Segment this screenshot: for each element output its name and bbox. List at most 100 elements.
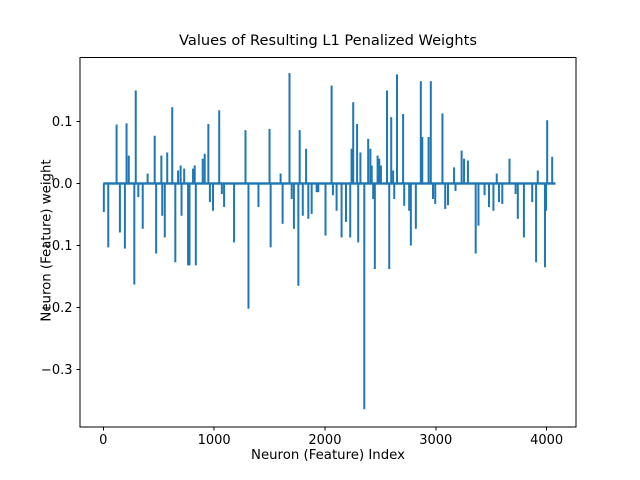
bar (268, 128, 271, 184)
bar (305, 148, 308, 184)
bar (386, 90, 389, 184)
bar (315, 183, 318, 193)
bar (317, 183, 320, 193)
bar (163, 183, 166, 238)
bar (171, 107, 174, 184)
bar (369, 148, 372, 184)
bar (352, 102, 355, 184)
bar (180, 183, 183, 216)
bar (201, 158, 204, 184)
bar (535, 183, 538, 263)
bar (408, 183, 411, 211)
x-tick-label: 3000 (419, 433, 452, 448)
bar (454, 183, 457, 191)
bar (203, 153, 206, 184)
bar (330, 85, 333, 184)
bar (244, 130, 247, 184)
bar (146, 173, 149, 184)
bar (127, 155, 130, 184)
bar (419, 81, 422, 184)
bar (335, 183, 338, 211)
y-tick-label: −0.3 (41, 363, 73, 378)
bar (292, 183, 295, 229)
bar (508, 158, 511, 184)
bar (372, 183, 375, 199)
bar (107, 183, 110, 248)
bar (310, 183, 313, 214)
y-tick-label: 0.1 (52, 115, 73, 130)
bar (446, 183, 449, 206)
bar (531, 183, 534, 203)
bar (247, 183, 250, 309)
bar (161, 183, 164, 216)
bar (363, 183, 366, 410)
bar (501, 183, 504, 204)
bar (477, 183, 480, 226)
bar (359, 152, 362, 184)
bar (460, 150, 463, 184)
bar (551, 156, 554, 184)
bar (378, 158, 381, 184)
bar (331, 183, 334, 196)
bar (441, 113, 444, 184)
y-tick-label: −0.1 (41, 239, 73, 254)
bar (350, 148, 353, 184)
bar (402, 114, 405, 184)
bar (194, 183, 197, 266)
bar (192, 168, 195, 184)
bar (403, 183, 406, 206)
y-tick-label: −0.2 (41, 301, 73, 316)
bar (134, 90, 137, 184)
bar (356, 123, 359, 184)
bar (137, 183, 140, 198)
bar (492, 183, 495, 211)
bar (429, 81, 432, 184)
bar (123, 183, 126, 249)
bar (269, 183, 272, 248)
bar (497, 183, 500, 203)
bar (453, 167, 456, 184)
bar (376, 155, 379, 184)
bar (155, 183, 158, 254)
bar (487, 183, 490, 208)
bar (373, 183, 376, 270)
zero-baseline (103, 182, 556, 185)
bar (536, 170, 539, 184)
bar (174, 183, 177, 263)
bar (522, 183, 525, 238)
bar (279, 173, 282, 184)
bar (281, 183, 284, 224)
bar (115, 124, 118, 184)
bar (193, 165, 196, 184)
bar (153, 135, 156, 184)
x-axis-label: Neuron (Feature) Index (251, 448, 405, 463)
chart-title: Values of Resulting L1 Penalized Weights (179, 32, 477, 49)
bar (183, 168, 186, 184)
bar (102, 183, 105, 213)
bar (307, 183, 310, 219)
bar (218, 110, 221, 184)
bar (421, 136, 424, 184)
bar (357, 183, 360, 243)
y-tick-label: 0.0 (52, 177, 73, 192)
bar (297, 183, 300, 286)
bar (141, 183, 144, 229)
bar (160, 155, 163, 184)
bar (340, 183, 343, 238)
bar (125, 123, 128, 184)
bar (395, 74, 398, 184)
bar (393, 183, 396, 199)
y-axis-label: Neuron (Feature) weight (39, 159, 55, 322)
bar (514, 183, 517, 195)
bar (474, 183, 477, 254)
bar (409, 183, 412, 246)
bar (414, 183, 417, 229)
bar (466, 160, 469, 184)
bar (427, 136, 430, 184)
bar (177, 170, 180, 184)
x-tick-label: 1000 (198, 433, 231, 448)
bar (349, 183, 352, 238)
bar (367, 138, 370, 184)
bar (220, 183, 223, 195)
